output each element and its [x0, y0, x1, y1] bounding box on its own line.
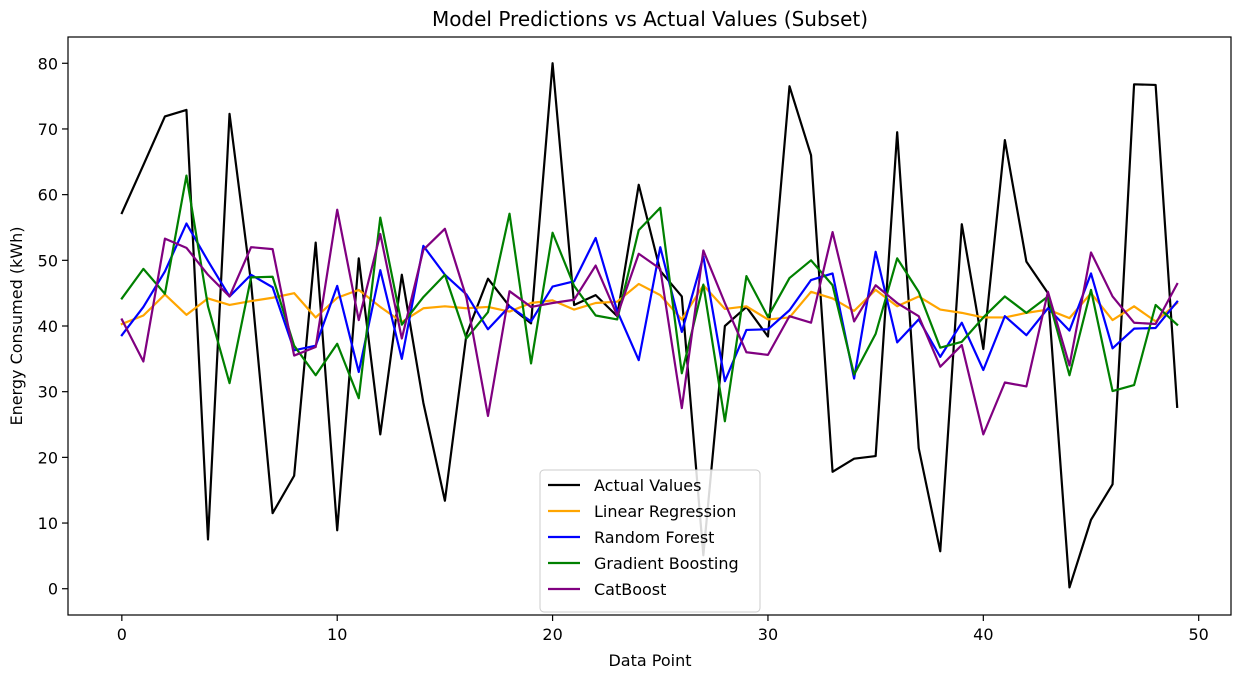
- y-tick-label: 50: [38, 251, 58, 270]
- y-tick-label: 30: [38, 383, 58, 402]
- x-tick-label: 30: [758, 625, 778, 644]
- x-tick-label: 20: [542, 625, 562, 644]
- legend: Actual Values Linear Regression Random For…: [539, 469, 761, 613]
- legend-label: Actual Values: [594, 476, 701, 495]
- legend-label: CatBoost: [594, 580, 666, 599]
- y-tick-label: 10: [38, 514, 58, 533]
- legend-label: Gradient Boosting: [594, 554, 739, 573]
- x-tick-label: 40: [973, 625, 993, 644]
- x-tick-label: 50: [1189, 625, 1209, 644]
- y-tick-label: 0: [48, 580, 58, 599]
- chart-title: Model Predictions vs Actual Values (Subs…: [432, 7, 868, 31]
- legend-box: [539, 469, 761, 613]
- y-axis-title: Energy Consumed (kWh): [7, 226, 26, 425]
- series-line-gradient-boosting: [120, 174, 1179, 423]
- y-tick-label: 20: [38, 448, 58, 467]
- legend-label: Random Forest: [594, 528, 714, 547]
- series-line-actual-values: [120, 62, 1179, 589]
- y-tick-label: 60: [38, 186, 58, 205]
- series-line-catboost: [120, 208, 1179, 436]
- x-tick-label: 0: [117, 625, 127, 644]
- x-axis-title: Data Point: [608, 651, 691, 670]
- legend-label: Linear Regression: [594, 502, 736, 521]
- x-tick-label: 10: [327, 625, 347, 644]
- plot-area: 0 10 20 30 40 50 0 10 20 30 40 50 60 70 80: [38, 36, 1232, 644]
- y-tick-label: 40: [38, 317, 58, 336]
- y-tick-label: 80: [38, 54, 58, 73]
- y-tick-label: 70: [38, 120, 58, 139]
- series-line-linear-regression: [120, 282, 1179, 326]
